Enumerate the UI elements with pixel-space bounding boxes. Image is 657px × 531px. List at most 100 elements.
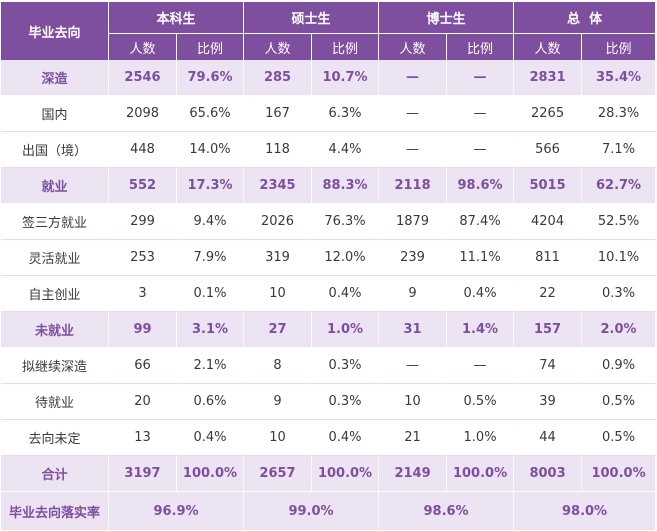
- table-row: 待就业 20 0.6% 9 0.3% 10 0.5% 39 0.5%: [1, 384, 657, 420]
- count-cell: 2149: [379, 456, 448, 492]
- row-label: 自主创业: [1, 276, 109, 312]
- ratio-cell: 0.5%: [582, 384, 657, 420]
- table-row: 拟继续深造 66 2.1% 8 0.3% — —74 0.9%: [1, 348, 657, 384]
- ratio-cell: 100.0%: [447, 456, 515, 492]
- row-label: 未就业: [1, 312, 109, 348]
- sub-header-ratio: 比例: [582, 34, 657, 60]
- ratio-cell: 0.3%: [312, 348, 380, 384]
- row-label: 去向未定: [1, 420, 109, 456]
- count-cell: 8: [244, 348, 313, 384]
- ratio-cell: 2.0%: [582, 312, 657, 348]
- ratio-cell: 0.4%: [312, 276, 380, 312]
- count-cell: 22: [514, 276, 583, 312]
- count-cell: 27: [244, 312, 313, 348]
- count-cell: 167: [244, 96, 313, 132]
- count-cell: 2546: [109, 60, 177, 96]
- ratio-cell: 100.0%: [582, 456, 657, 492]
- count-cell: 13: [109, 420, 177, 456]
- count-cell: —: [379, 348, 448, 384]
- sub-header-ratio: 比例: [447, 34, 515, 60]
- count-cell: 811: [514, 240, 583, 276]
- row-label: 国内: [1, 96, 109, 132]
- count-cell: 9: [379, 276, 448, 312]
- section-row: 就业 552 17.3% 2345 88.3% 2118 98.6% 5015 62.7%: [1, 168, 657, 204]
- sub-header-ratio: 比例: [177, 34, 245, 60]
- ratio-cell: 3.1%: [177, 312, 245, 348]
- ratio-cell: 0.3%: [582, 276, 657, 312]
- ratio-cell: 7.9%: [177, 240, 245, 276]
- ratio-cell: 52.5%: [582, 204, 657, 240]
- placement-rate-value: 98.0%: [514, 492, 657, 530]
- count-cell: 10: [244, 420, 313, 456]
- count-cell: 5015: [514, 168, 583, 204]
- ratio-cell: 12.0%: [312, 240, 380, 276]
- count-cell: 157: [514, 312, 583, 348]
- count-cell: 21: [379, 420, 448, 456]
- ratio-cell: —: [447, 96, 515, 132]
- row-label: 就业: [1, 168, 109, 204]
- ratio-cell: 2.1%: [177, 348, 245, 384]
- row-label: 拟继续深造: [1, 348, 109, 384]
- ratio-cell: 1.0%: [312, 312, 380, 348]
- ratio-cell: 4.4%: [312, 132, 380, 168]
- ratio-cell: 88.3%: [312, 168, 380, 204]
- ratio-cell: —: [447, 60, 515, 96]
- count-cell: 299: [109, 204, 177, 240]
- count-cell: —: [379, 60, 448, 96]
- count-cell: 3: [109, 276, 177, 312]
- sub-header-ratio: 比例: [312, 34, 380, 60]
- table-row: 灵活就业 253 7.9% 319 12.0% 239 11.1% 811 10.1%: [1, 240, 657, 276]
- count-cell: —: [379, 132, 448, 168]
- table-row: 出国（境） 448 14.0% 118 4.4% — —566 7.1%: [1, 132, 657, 168]
- ratio-cell: 62.7%: [582, 168, 657, 204]
- count-cell: 8003: [514, 456, 583, 492]
- placement-rate-value: 98.6%: [379, 492, 515, 530]
- ratio-cell: 0.9%: [582, 348, 657, 384]
- ratio-cell: 7.1%: [582, 132, 657, 168]
- table-body: 深造 2546 79.6% 285 10.7% — —2831 35.4% 国内 2098 65.6…: [1, 60, 657, 530]
- count-cell: 31: [379, 312, 448, 348]
- count-cell: —: [379, 96, 448, 132]
- ratio-cell: 28.3%: [582, 96, 657, 132]
- count-cell: 10: [244, 276, 313, 312]
- ratio-cell: 0.4%: [177, 420, 245, 456]
- ratio-cell: —: [447, 348, 515, 384]
- header-row-groups: 毕业去向 本科生 硕士生 博士生 总 体: [1, 2, 657, 60]
- count-cell: 2265: [514, 96, 583, 132]
- ratio-cell: 10.7%: [312, 60, 380, 96]
- ratio-cell: 100.0%: [312, 456, 380, 492]
- ratio-cell: 14.0%: [177, 132, 245, 168]
- group-header-undergrad: 本科生: [109, 2, 245, 34]
- row-label: 深造: [1, 60, 109, 96]
- count-cell: 253: [109, 240, 177, 276]
- count-cell: 2118: [379, 168, 448, 204]
- ratio-cell: 1.4%: [447, 312, 515, 348]
- count-cell: 20: [109, 384, 177, 420]
- section-row: 深造 2546 79.6% 285 10.7% — —2831 35.4%: [1, 60, 657, 96]
- table-row: 自主创业 3 0.1% 10 0.4% 9 0.4% 22 0.3%: [1, 276, 657, 312]
- section-row: 未就业 99 3.1% 27 1.0% 31 1.4% 157 2.0%: [1, 312, 657, 348]
- count-cell: 448: [109, 132, 177, 168]
- row-label: 灵活就业: [1, 240, 109, 276]
- header-row-sub: 人数 比例 人数 比例 人数 比例 人数 比例: [1, 34, 657, 60]
- group-header-doctor: 博士生: [379, 2, 515, 34]
- sub-header-count: 人数: [109, 34, 177, 60]
- ratio-cell: 0.5%: [582, 420, 657, 456]
- sub-header-count: 人数: [514, 34, 583, 60]
- ratio-cell: 11.1%: [447, 240, 515, 276]
- ratio-cell: 17.3%: [177, 168, 245, 204]
- ratio-cell: 87.4%: [447, 204, 515, 240]
- table-row: 国内 2098 65.6% 167 6.3% — —2265 28.3%: [1, 96, 657, 132]
- count-cell: 239: [379, 240, 448, 276]
- ratio-cell: 0.1%: [177, 276, 245, 312]
- count-cell: 66: [109, 348, 177, 384]
- count-cell: 2657: [244, 456, 313, 492]
- ratio-cell: 79.6%: [177, 60, 245, 96]
- count-cell: 44: [514, 420, 583, 456]
- table-row: 签三方就业 299 9.4% 2026 76.3% 1879 87.4% 4204 52.5%: [1, 204, 657, 240]
- count-cell: 74: [514, 348, 583, 384]
- ratio-cell: 100.0%: [177, 456, 245, 492]
- ratio-cell: 76.3%: [312, 204, 380, 240]
- count-cell: 3197: [109, 456, 177, 492]
